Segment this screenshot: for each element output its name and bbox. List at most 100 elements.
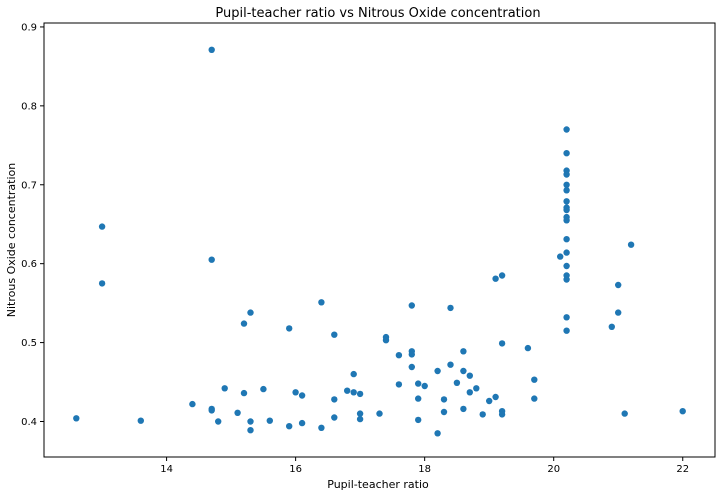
data-point xyxy=(531,376,538,383)
data-point xyxy=(492,393,499,401)
data-point xyxy=(453,379,461,386)
data-point xyxy=(234,409,241,416)
data-point xyxy=(563,327,570,334)
y-axis-title: Nitrous Oxide concentration xyxy=(5,163,18,317)
data-point xyxy=(292,389,299,396)
y-tick-label: 0.8 xyxy=(21,101,37,112)
data-point xyxy=(215,418,222,425)
y-ticks: 0.4 0.5 0.6 0.7 0.8 0.9 xyxy=(21,22,44,428)
data-point xyxy=(331,331,338,338)
data-point xyxy=(557,253,564,260)
data-point xyxy=(460,348,467,355)
data-point xyxy=(434,367,441,375)
data-point xyxy=(208,407,215,414)
data-point xyxy=(563,236,570,243)
data-point xyxy=(563,187,570,194)
points-layer xyxy=(73,46,686,437)
data-point xyxy=(356,410,364,417)
data-point xyxy=(350,370,357,378)
data-point xyxy=(447,361,454,368)
y-tick-label: 0.7 xyxy=(21,180,37,191)
plot-frame xyxy=(43,22,716,458)
data-point xyxy=(395,352,403,359)
data-point xyxy=(679,408,686,415)
data-point xyxy=(382,337,390,344)
data-point xyxy=(318,299,325,306)
data-point xyxy=(73,415,80,422)
data-point xyxy=(563,262,570,270)
data-point xyxy=(563,181,570,188)
x-axis-title: Pupil-teacher ratio xyxy=(327,478,429,491)
data-point xyxy=(608,323,615,330)
data-point xyxy=(395,381,403,388)
data-point xyxy=(440,408,448,416)
data-point xyxy=(421,382,428,390)
data-point xyxy=(356,415,364,423)
data-point xyxy=(98,223,106,230)
data-point xyxy=(563,314,570,321)
data-point xyxy=(479,411,486,418)
data-point xyxy=(408,351,415,358)
data-point xyxy=(563,198,570,205)
data-point xyxy=(247,309,254,316)
data-point xyxy=(466,389,473,396)
data-point xyxy=(286,325,293,332)
data-point xyxy=(440,396,448,403)
x-tick-label: 16 xyxy=(289,464,302,475)
data-point xyxy=(466,372,473,379)
data-point xyxy=(531,395,538,402)
data-point xyxy=(221,385,228,392)
data-point xyxy=(460,405,467,413)
data-point xyxy=(524,344,532,352)
data-point xyxy=(563,276,570,283)
data-point xyxy=(492,275,499,282)
data-point xyxy=(98,280,106,287)
data-point xyxy=(460,367,467,375)
data-point xyxy=(563,150,570,157)
data-point xyxy=(266,417,273,424)
data-point xyxy=(376,410,383,417)
data-point xyxy=(563,206,570,214)
data-point xyxy=(247,418,254,425)
data-point xyxy=(447,304,454,312)
data-point xyxy=(344,387,351,394)
data-point xyxy=(331,414,338,421)
data-point xyxy=(247,427,254,434)
data-point xyxy=(498,272,506,279)
y-tick-label: 0.6 xyxy=(21,259,37,270)
data-point xyxy=(318,424,325,431)
data-point xyxy=(260,385,267,393)
y-tick-label: 0.4 xyxy=(21,417,37,428)
data-point xyxy=(356,390,364,398)
data-point xyxy=(415,380,422,387)
x-tick-label: 14 xyxy=(160,464,173,475)
data-point xyxy=(563,249,570,256)
data-point xyxy=(627,241,635,248)
data-point xyxy=(615,309,622,316)
y-tick-label: 0.5 xyxy=(21,338,37,349)
data-point xyxy=(563,171,570,178)
data-point xyxy=(498,340,506,347)
data-point xyxy=(473,385,480,392)
x-ticks: 14 16 18 20 22 xyxy=(160,457,689,475)
data-point xyxy=(298,419,306,427)
data-point xyxy=(350,389,357,396)
data-point xyxy=(240,320,248,327)
x-tick-label: 20 xyxy=(547,464,560,475)
data-point xyxy=(615,281,622,289)
data-point xyxy=(415,395,422,402)
data-point xyxy=(240,389,248,397)
data-point xyxy=(563,126,570,133)
data-point xyxy=(331,396,338,403)
data-point xyxy=(408,302,415,309)
data-point xyxy=(298,392,306,399)
x-tick-label: 22 xyxy=(676,464,689,475)
data-point xyxy=(189,400,196,408)
y-tick-label: 0.9 xyxy=(21,22,37,33)
data-point xyxy=(208,46,215,53)
x-tick-label: 18 xyxy=(418,464,431,475)
data-point xyxy=(208,256,215,263)
data-point xyxy=(563,217,570,224)
